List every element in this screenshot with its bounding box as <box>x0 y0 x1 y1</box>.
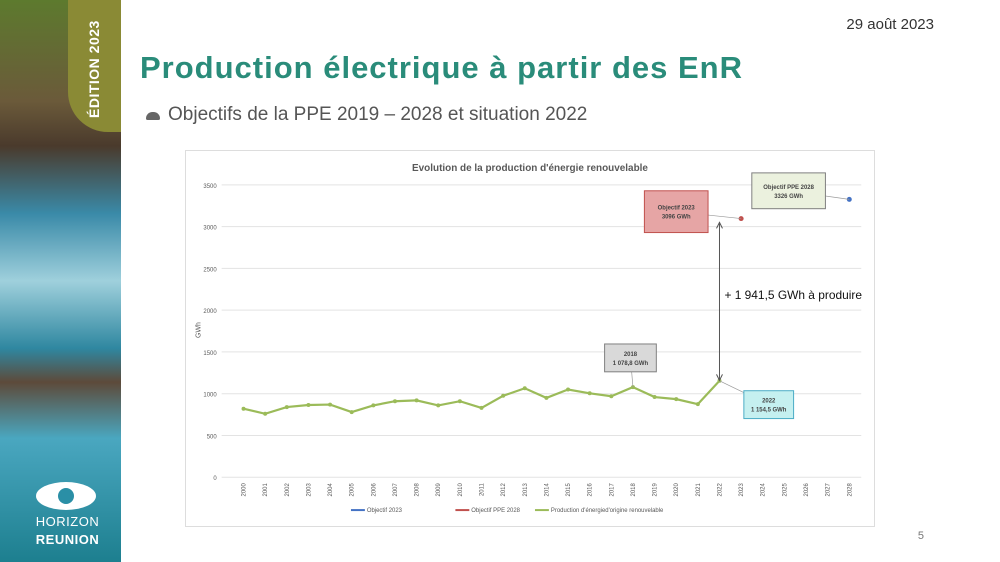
production-point <box>241 406 246 411</box>
y-tick-label: 2000 <box>203 309 217 315</box>
x-tick-label: 2025 <box>782 483 788 497</box>
annotation-box <box>643 190 709 234</box>
date: 29 août 2023 <box>846 16 934 33</box>
x-tick-label: 2024 <box>761 483 767 497</box>
legend-label: Objectif 2023 <box>367 508 403 514</box>
production-point <box>306 402 311 407</box>
annotation-value: 1 154,5 GWh <box>751 408 787 414</box>
y-tick-label: 3000 <box>203 226 217 232</box>
eye-logo-icon <box>36 482 96 510</box>
legend-label: Objectif PPE 2028 <box>471 508 520 514</box>
edition-badge: ÉDITION 2023 <box>68 0 121 132</box>
production-point <box>436 403 441 408</box>
x-tick-label: 2020 <box>674 483 680 497</box>
x-tick-label: 2026 <box>804 483 810 497</box>
annotation-label: 2022 <box>762 399 776 405</box>
objective-point <box>846 196 852 202</box>
x-tick-label: 2010 <box>458 483 464 497</box>
production-point <box>652 395 657 400</box>
production-point <box>587 391 592 396</box>
chart-title: Evolution de la production d'énergie ren… <box>412 163 648 174</box>
annotation-label: 2018 <box>624 352 638 358</box>
x-tick-label: 2006 <box>371 483 377 497</box>
production-point <box>284 405 289 410</box>
x-tick-label: 2001 <box>263 483 269 497</box>
bullet-icon <box>146 112 160 120</box>
y-tick-label: 2500 <box>203 267 217 273</box>
y-axis-label: GWh <box>196 322 203 338</box>
logo-text: REUNION <box>35 532 100 547</box>
annotation-label: Objectif 2023 <box>658 206 696 212</box>
x-tick-label: 2007 <box>393 483 399 497</box>
x-tick-label: 2013 <box>523 483 529 497</box>
x-tick-label: 2016 <box>588 483 594 497</box>
x-tick-label: 2004 <box>328 483 334 497</box>
edition-label: ÉDITION 2023 <box>86 20 102 118</box>
annotation-value: 3326 GWh <box>774 194 803 200</box>
annotation-value: 1 078,8 GWh <box>613 361 649 367</box>
production-point <box>414 398 419 403</box>
x-tick-label: 2005 <box>350 483 356 497</box>
production-point <box>522 386 527 391</box>
production-point <box>457 399 462 404</box>
y-tick-label: 0 <box>213 476 217 482</box>
x-tick-label: 2021 <box>696 483 702 497</box>
gap-label: + 1 941,5 GWh à produire <box>724 288 862 302</box>
x-tick-label: 2012 <box>501 483 507 497</box>
x-tick-label: 2008 <box>415 483 421 497</box>
x-tick-label: 2009 <box>436 483 442 497</box>
page-number: 5 <box>917 530 924 542</box>
annotation-value: 3096 GWh <box>662 215 691 221</box>
y-tick-label: 500 <box>207 434 218 440</box>
annotation-box <box>604 343 657 373</box>
arrow-heads-icon <box>716 221 723 382</box>
production-point <box>349 410 354 415</box>
x-tick-label: 2027 <box>826 483 832 497</box>
production-point <box>263 411 268 416</box>
subtitle: Objectifs de la PPE 2019 – 2028 et situa… <box>168 104 588 125</box>
objective-point <box>738 216 744 222</box>
page-title: Production électrique à partir des EnR <box>140 50 744 85</box>
y-tick-label: 1500 <box>203 351 217 357</box>
production-point <box>371 403 376 408</box>
production-point <box>328 402 333 407</box>
production-point <box>674 397 679 402</box>
x-tick-label: 2015 <box>566 483 572 497</box>
legend-label: Production d'énergied'origine renouvelab… <box>551 508 664 514</box>
annotation-box <box>751 172 826 210</box>
x-tick-label: 2023 <box>739 483 745 497</box>
x-tick-label: 2014 <box>544 483 550 497</box>
x-tick-label: 2022 <box>717 483 723 497</box>
chart: Evolution de la production d'énergie ren… <box>185 150 875 527</box>
x-tick-label: 2011 <box>479 483 485 496</box>
x-tick-label: 2002 <box>285 483 291 497</box>
sidebar-photo: ÉDITION 2023 HORIZON REUNION <box>0 0 121 562</box>
production-point <box>501 393 506 398</box>
y-tick-label: 1000 <box>203 393 217 399</box>
x-tick-label: 2019 <box>653 483 659 497</box>
production-point <box>392 399 397 404</box>
production-point <box>479 405 484 410</box>
x-tick-label: 2003 <box>306 483 312 497</box>
production-point <box>566 387 571 392</box>
x-tick-label: 2000 <box>242 483 248 497</box>
annotation-box <box>743 390 795 420</box>
x-tick-label: 2018 <box>631 483 637 497</box>
x-tick-label: 2028 <box>847 483 853 497</box>
production-point <box>609 394 614 399</box>
production-point <box>695 402 700 407</box>
production-point <box>544 395 549 400</box>
x-tick-label: 2017 <box>609 483 615 497</box>
annotation-label: Objectif PPE 2028 <box>763 185 814 191</box>
logo-text: HORIZON <box>35 514 100 529</box>
y-tick-label: 3500 <box>203 184 217 190</box>
